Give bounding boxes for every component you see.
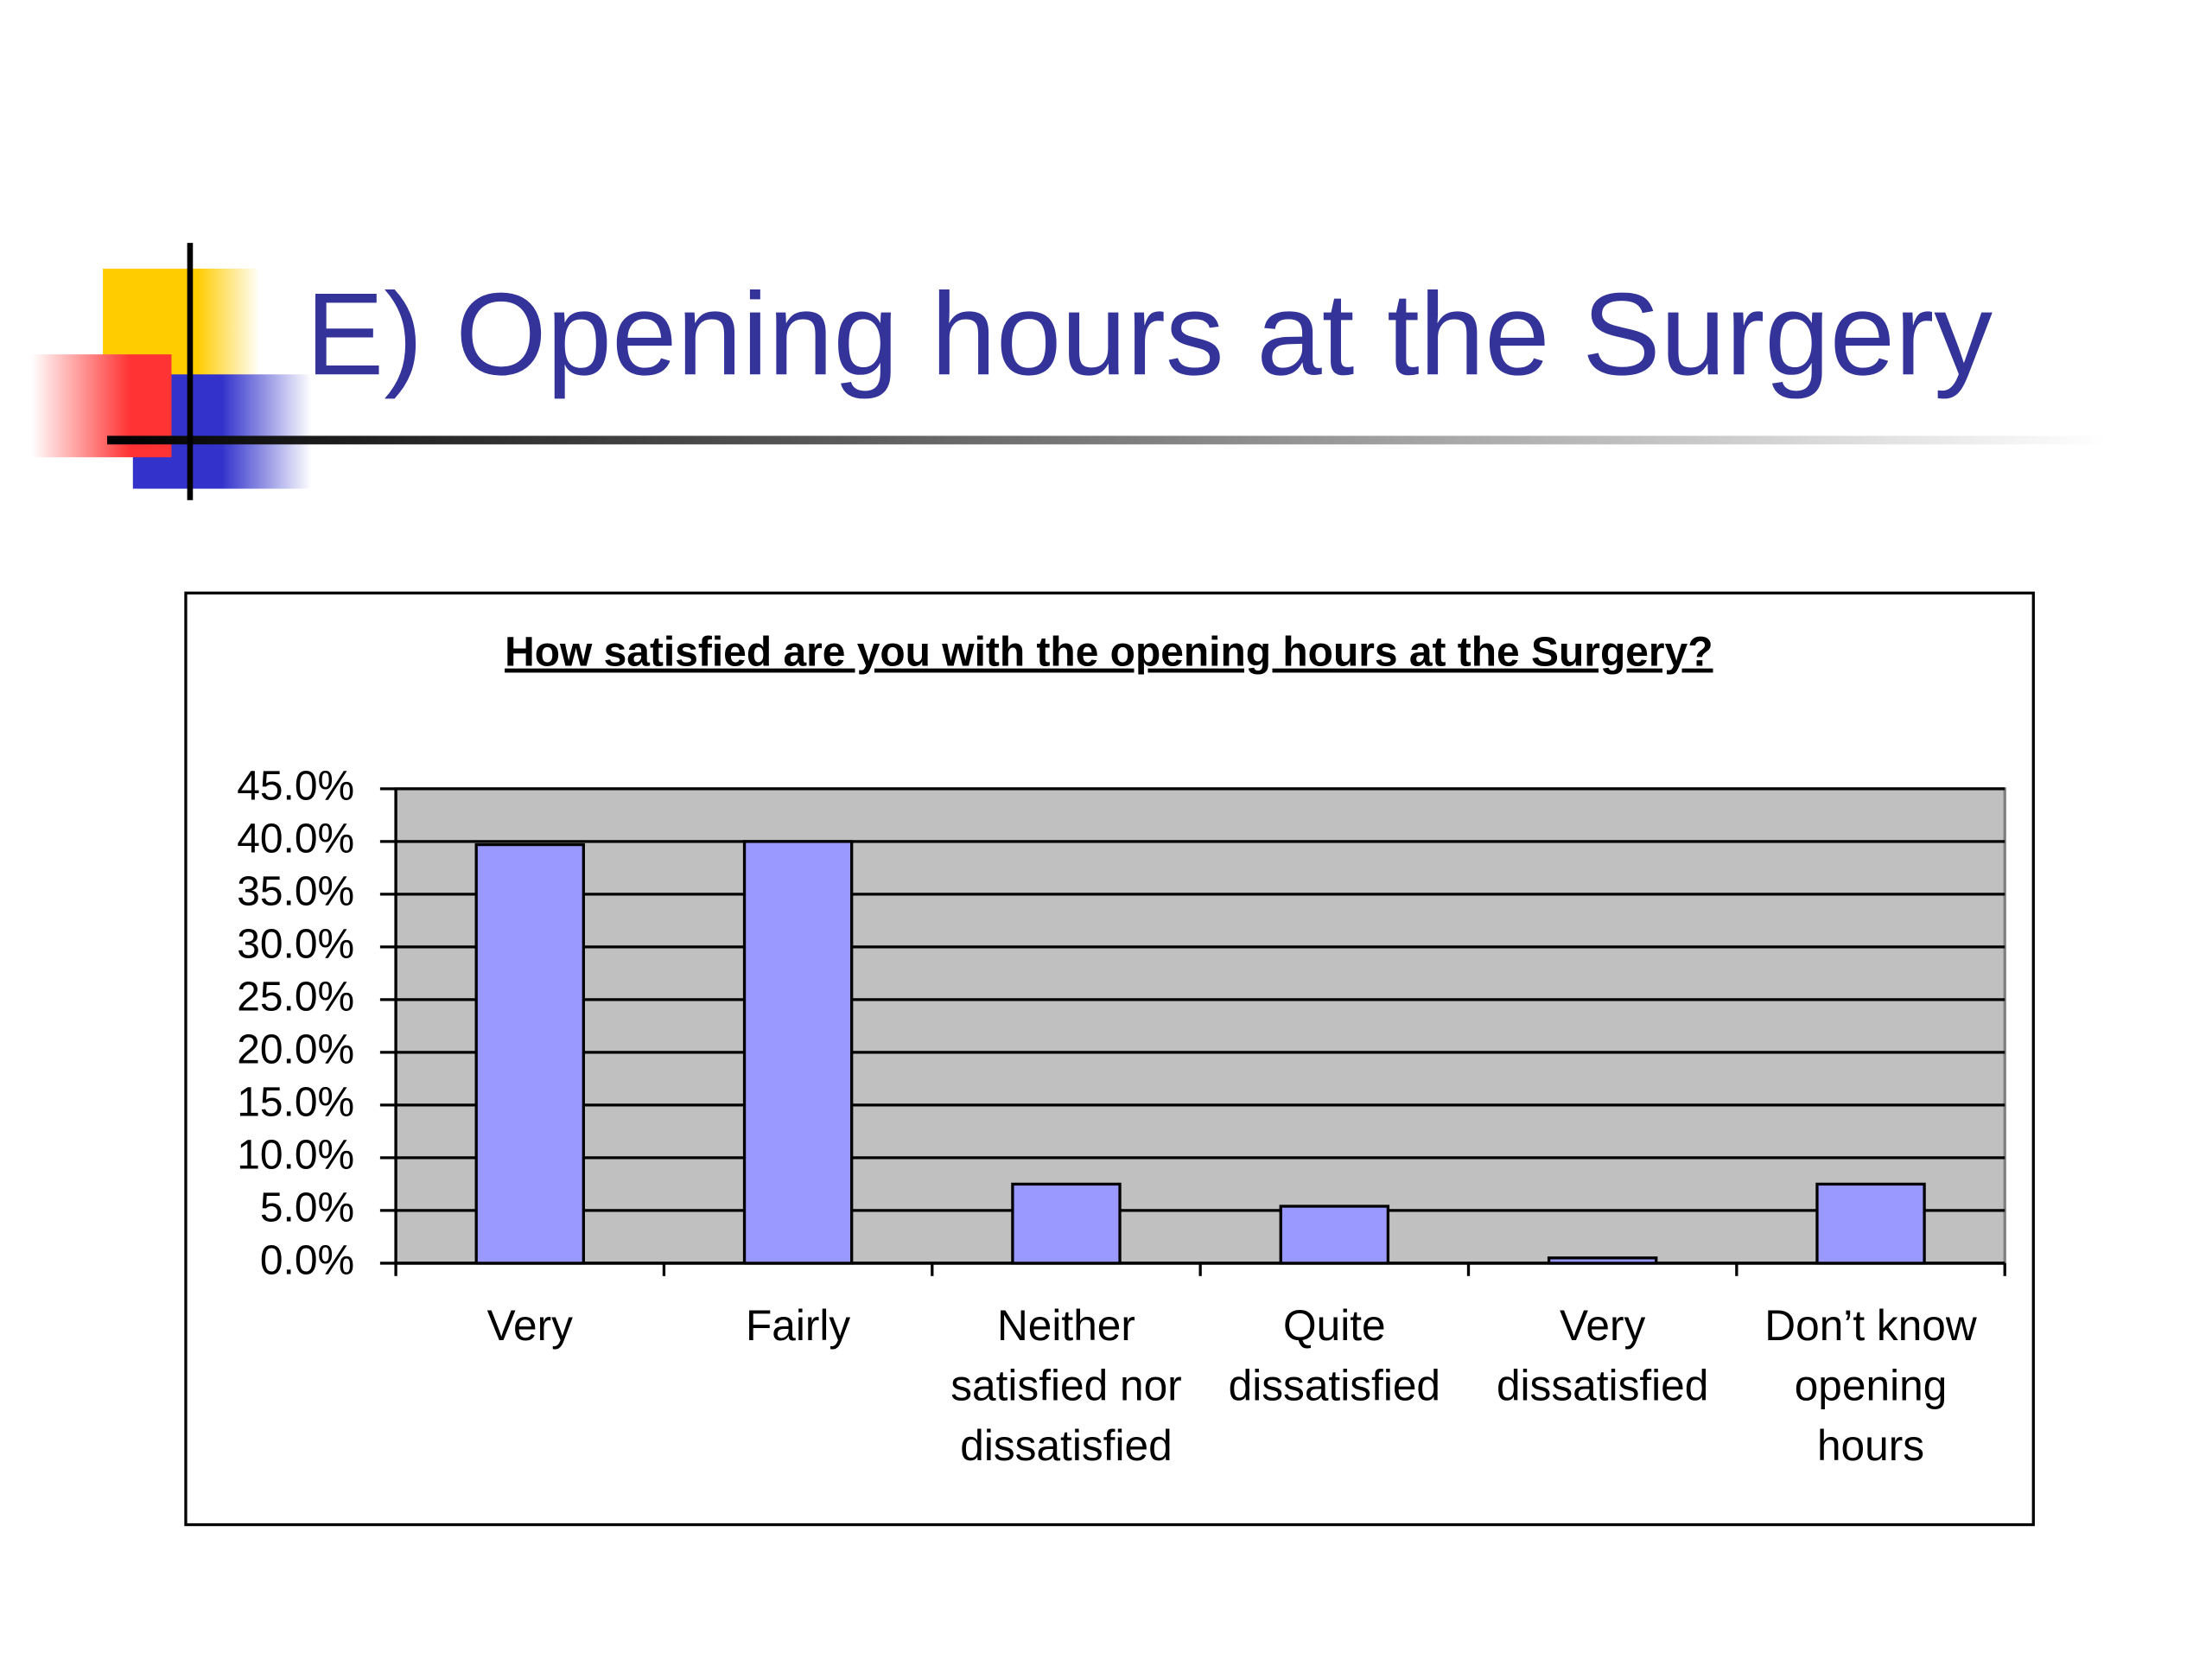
bar bbox=[1815, 1182, 1926, 1265]
x-tick-label: Neither satisfied nor dissatisfied bbox=[950, 1303, 1182, 1471]
x-tick-label-box: Neither satisfied nor dissatisfied bbox=[950, 1303, 1182, 1471]
x-tick-label: Don’t know opening hours bbox=[1764, 1303, 1977, 1471]
x-tick-label-box: Very bbox=[486, 1303, 573, 1351]
x-tick-label-box: Quite dissatisfied bbox=[1228, 1303, 1441, 1411]
x-tick-label: Fairly bbox=[745, 1303, 851, 1351]
bar bbox=[742, 840, 854, 1265]
x-tick-label: Quite dissatisfied bbox=[1228, 1303, 1441, 1411]
bar bbox=[474, 842, 585, 1265]
y-tick-label: 5.0% bbox=[260, 1185, 354, 1231]
y-tick-label: 25.0% bbox=[237, 975, 354, 1020]
bar bbox=[1279, 1205, 1390, 1265]
y-tick-label: 15.0% bbox=[237, 1080, 354, 1126]
x-tick-label-box: Fairly bbox=[745, 1303, 851, 1351]
title-decoration bbox=[31, 243, 2108, 500]
slide-title: E) Opening hours at the Surgery bbox=[306, 268, 1993, 399]
y-tick-label: 45.0% bbox=[237, 764, 354, 810]
y-tick-label: 40.0% bbox=[237, 817, 354, 862]
chart-title: How satisfied are you with the opening h… bbox=[505, 630, 1713, 676]
y-tick-label: 10.0% bbox=[237, 1133, 354, 1179]
y-tick-label: 0.0% bbox=[260, 1238, 354, 1284]
bar bbox=[1011, 1182, 1122, 1265]
x-tick-label: Very dissatisfied bbox=[1496, 1303, 1709, 1411]
plot-area bbox=[394, 787, 2006, 1265]
y-tick-label: 35.0% bbox=[237, 869, 354, 915]
y-tick-label: 30.0% bbox=[237, 922, 354, 968]
y-tick-label: 20.0% bbox=[237, 1027, 354, 1073]
x-tick-label-box: Very dissatisfied bbox=[1496, 1303, 1709, 1411]
x-tick-label: Very bbox=[486, 1303, 573, 1351]
bar bbox=[1547, 1256, 1658, 1265]
x-tick-label-box: Don’t know opening hours bbox=[1764, 1303, 1977, 1471]
